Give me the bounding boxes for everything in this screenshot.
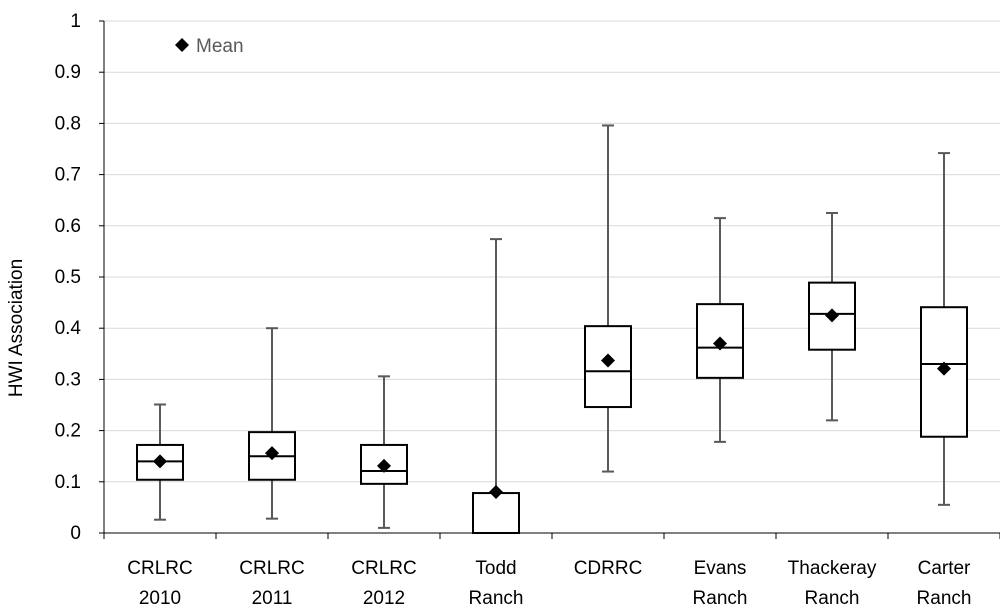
box-1 bbox=[136, 403, 184, 521]
y-tick-label: 0 bbox=[70, 523, 81, 544]
x-category-label: CRLRC 2010 bbox=[127, 558, 192, 609]
x-category-label: Carter Ranch bbox=[917, 558, 972, 609]
mean-marker bbox=[377, 458, 391, 473]
axes bbox=[103, 21, 1000, 539]
x-category-label-line: CDRRC bbox=[574, 558, 643, 579]
box-6 bbox=[696, 217, 744, 443]
box-2 bbox=[248, 327, 296, 520]
mean-marker bbox=[265, 446, 279, 461]
y-tick-label: 0.7 bbox=[55, 165, 81, 186]
x-category-label-line: Carter bbox=[918, 558, 971, 579]
x-category-label: CRLRC 2012 bbox=[351, 558, 416, 609]
x-category-label-line: CRLRC bbox=[239, 558, 304, 579]
legend-mean-marker bbox=[175, 38, 189, 52]
x-category-label-line: CRLRC bbox=[127, 558, 192, 579]
x-category-label-line: Todd bbox=[475, 558, 516, 579]
x-category-label-line: Ranch bbox=[693, 588, 748, 609]
x-category-label: Todd Ranch bbox=[469, 558, 524, 609]
x-category-label: Thackeray Ranch bbox=[788, 558, 877, 609]
legend: Mean bbox=[175, 36, 244, 57]
legend-mean-label: Mean bbox=[196, 36, 244, 57]
y-tick-label: 0.6 bbox=[55, 216, 81, 237]
x-category-label-line: 2011 bbox=[252, 588, 293, 609]
y-tick-label: 0.2 bbox=[55, 421, 81, 442]
mean-marker bbox=[713, 336, 727, 351]
box-8 bbox=[920, 152, 968, 506]
mean-marker bbox=[489, 485, 503, 500]
box-iqr bbox=[584, 325, 632, 409]
x-category-label: CRLRC 2011 bbox=[239, 558, 304, 609]
y-tick-label: 0.9 bbox=[55, 62, 81, 83]
gridlines bbox=[104, 20, 1000, 483]
boxes bbox=[136, 124, 968, 534]
box-4 bbox=[472, 238, 520, 534]
y-tick-label: 0.5 bbox=[55, 267, 81, 288]
category-labels: CRLRC 2010 CRLRC 2011 CRLRC 2012 Todd Ranch CDRR… bbox=[127, 558, 971, 609]
box-iqr bbox=[472, 492, 520, 534]
x-category-label-line: 2012 bbox=[363, 588, 405, 609]
x-category-label-line: Ranch bbox=[469, 588, 524, 609]
mean-marker bbox=[825, 308, 839, 323]
x-category-label: CDRRC bbox=[574, 558, 643, 579]
y-tick-label: 0.3 bbox=[55, 369, 81, 390]
y-tick-label: 0.1 bbox=[55, 472, 81, 493]
mean-marker bbox=[153, 454, 167, 469]
y-tick-label: 0.8 bbox=[55, 113, 81, 134]
x-category-label-line: 2010 bbox=[139, 588, 181, 609]
mean-marker bbox=[937, 361, 951, 376]
x-category-label-line: CRLRC bbox=[351, 558, 416, 579]
y-tick-label: 1 bbox=[70, 11, 81, 32]
x-category-label-line: Thackeray bbox=[788, 558, 877, 579]
mean-marker bbox=[601, 353, 615, 368]
box-iqr bbox=[360, 443, 408, 485]
box-7 bbox=[808, 212, 856, 422]
box-3 bbox=[360, 375, 408, 529]
x-category-label: Evans Ranch bbox=[693, 558, 748, 609]
box-5 bbox=[584, 124, 632, 473]
y-axis-ticks: 0 0.1 0.2 0.3 0.4 0.5 0.6 0.7 0.8 0.9 1 bbox=[55, 11, 104, 544]
x-category-label-line: Evans bbox=[694, 558, 747, 579]
x-category-label-line: Ranch bbox=[917, 588, 972, 609]
y-axis-label: HWI Association bbox=[6, 259, 27, 397]
y-tick-label: 0.4 bbox=[55, 318, 82, 339]
x-category-label-line: Ranch bbox=[805, 588, 860, 609]
